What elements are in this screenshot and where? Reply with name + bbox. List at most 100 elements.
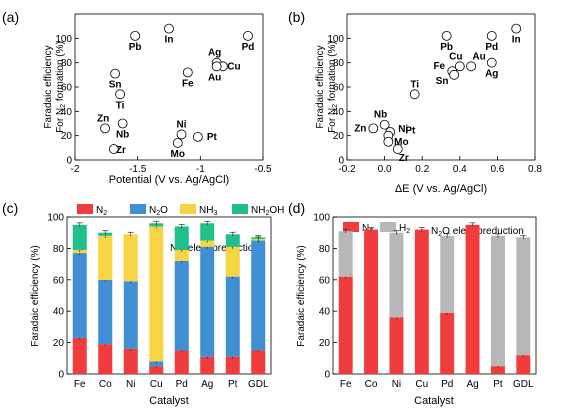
- y-tick-label: 20: [319, 338, 331, 349]
- panel-b-ylabel-line1: Faradaic efficiency: [315, 45, 326, 128]
- panel-a-ylabel-line2: For N2 formation (%): [55, 41, 67, 133]
- panel-a-xlabel: Potential (V vs. Ag/AgCl): [109, 174, 229, 186]
- point-sn: [110, 68, 121, 79]
- panel-d-label: (d): [288, 200, 305, 216]
- point-nb: [379, 119, 390, 130]
- point-label-mo: Mo: [394, 137, 408, 148]
- bar-n2o-pt: [225, 276, 240, 357]
- point-label-zn: Zn: [354, 123, 366, 134]
- y-tick-label: 100: [55, 34, 72, 45]
- bar-h2-fe: [338, 231, 353, 277]
- bar-n2-co: [364, 229, 379, 374]
- y-tick-label: 40: [319, 307, 331, 318]
- bar-h2-pd: [440, 235, 455, 313]
- panel-b-label: (b): [288, 9, 305, 25]
- legend-d-n2-swatch: [343, 222, 359, 232]
- bar-n2-cu: [149, 366, 164, 374]
- y-tick-label: 100: [313, 213, 330, 224]
- point-label-au: Au: [472, 51, 485, 62]
- legend-n2o-label: N2O: [149, 205, 168, 217]
- point-label-sn: Sn: [436, 76, 449, 87]
- point-label-sn: Sn: [109, 80, 122, 91]
- bar-n2o-cu: [149, 361, 164, 367]
- bar-n2o-co: [98, 279, 113, 345]
- bar-n2-pd: [174, 350, 189, 374]
- x-tick-label: Co: [99, 379, 112, 390]
- point-ti: [115, 89, 126, 100]
- x-tick-label: -1.5: [129, 164, 147, 175]
- panel-a-points: Pb In Pd Ag Cu Au Fe Sn Ti Zn Nb Zr Ni Pt Mo: [97, 23, 254, 160]
- bar-nh3-ag: [200, 240, 215, 247]
- x-tick-label: Ag: [201, 379, 213, 390]
- panel-c-xlabel: Catalyst: [149, 395, 189, 407]
- point-ni: [176, 129, 187, 140]
- y-tick-label: 20: [53, 338, 65, 349]
- x-tick-label: Pt: [228, 379, 238, 390]
- point-sn: [449, 69, 460, 80]
- bar-nh3-pd: [174, 249, 189, 261]
- x-tick-label: GDL: [513, 379, 534, 390]
- x-tick-label: Pd: [441, 379, 453, 390]
- bar-n2-ni: [123, 348, 138, 374]
- x-tick-label: Fe: [340, 379, 352, 390]
- legend-d-h2-label: H2: [399, 223, 410, 235]
- bar-n2-pt: [225, 356, 240, 374]
- y-tick-label: 80: [61, 58, 73, 69]
- point-fe: [182, 67, 193, 78]
- legend-nh3-swatch: [180, 204, 196, 214]
- panel-b-ticks: -0.2 0.0 0.2 0.4 0.6 0.8 0 20 40 60 80 100: [327, 34, 542, 175]
- y-tick-label: 40: [61, 107, 73, 118]
- bar-n2-ni: [389, 317, 404, 374]
- bar-n2o-gdl: [251, 240, 266, 351]
- legend-n2-label: N2: [96, 205, 107, 217]
- panel-d-xlabel: Catalyst: [414, 395, 454, 407]
- point-label-fe: Fe: [433, 61, 445, 72]
- panel-d-bars: [338, 222, 531, 374]
- point-label-ag: Ag: [485, 69, 498, 80]
- point-pb: [441, 31, 452, 41]
- y-tick-label: 100: [327, 34, 344, 45]
- point-label-cu: Cu: [227, 61, 240, 72]
- x-tick-label: Ni: [126, 379, 135, 390]
- bar-n2-pd: [440, 312, 455, 374]
- y-tick-label: 40: [53, 307, 65, 318]
- point-zn: [100, 123, 110, 134]
- panel-b-frame: [346, 13, 536, 161]
- panel-b-ylabel-line2: For N2 formation (%): [327, 41, 339, 133]
- point-label-in: In: [512, 35, 521, 46]
- point-zn: [368, 123, 379, 134]
- point-label-pt: Pt: [405, 126, 416, 137]
- x-tick-label: GDL: [248, 379, 269, 390]
- bar-h2-gdl: [516, 237, 531, 356]
- panel-a-label: (a): [2, 9, 19, 25]
- bar-nh2oh-fe: [72, 224, 87, 250]
- bar-n2o-ni: [123, 281, 138, 349]
- x-tick-label: Pt: [493, 379, 503, 390]
- x-tick-label: Ag: [466, 379, 478, 390]
- panel-a-ylabel-line1: Faradaic efficiency: [43, 45, 54, 128]
- x-tick-label: -2: [71, 164, 80, 175]
- y-tick-label: 60: [53, 275, 65, 286]
- panel-c-annotation: NO electroreduction: [170, 243, 259, 254]
- bar-n2-gdl: [251, 350, 266, 374]
- panel-d-frame: [332, 216, 537, 375]
- y-tick-label: 60: [61, 83, 73, 94]
- panel-c-legend: N2 N2O NH3 NH2OH: [77, 204, 284, 217]
- bar-n2o-ag: [200, 246, 215, 357]
- point-label-zn: Zn: [97, 113, 109, 124]
- point-label-nb: Nb: [374, 110, 387, 121]
- point-label-fe: Fe: [182, 78, 194, 89]
- bar-nh2oh-ag: [200, 223, 215, 241]
- point-label-cu: Cu: [449, 51, 462, 62]
- point-label-ni: Ni: [177, 119, 187, 130]
- point-mo: [172, 138, 183, 148]
- point-pt: [192, 131, 203, 142]
- bar-n2-pt: [490, 366, 505, 374]
- bar-h2-ni: [389, 232, 404, 318]
- y-tick-label: 0: [58, 370, 64, 381]
- legend-nh2oh-swatch: [232, 204, 248, 214]
- point-mo: [383, 136, 394, 147]
- bar-n2-cu: [414, 229, 429, 374]
